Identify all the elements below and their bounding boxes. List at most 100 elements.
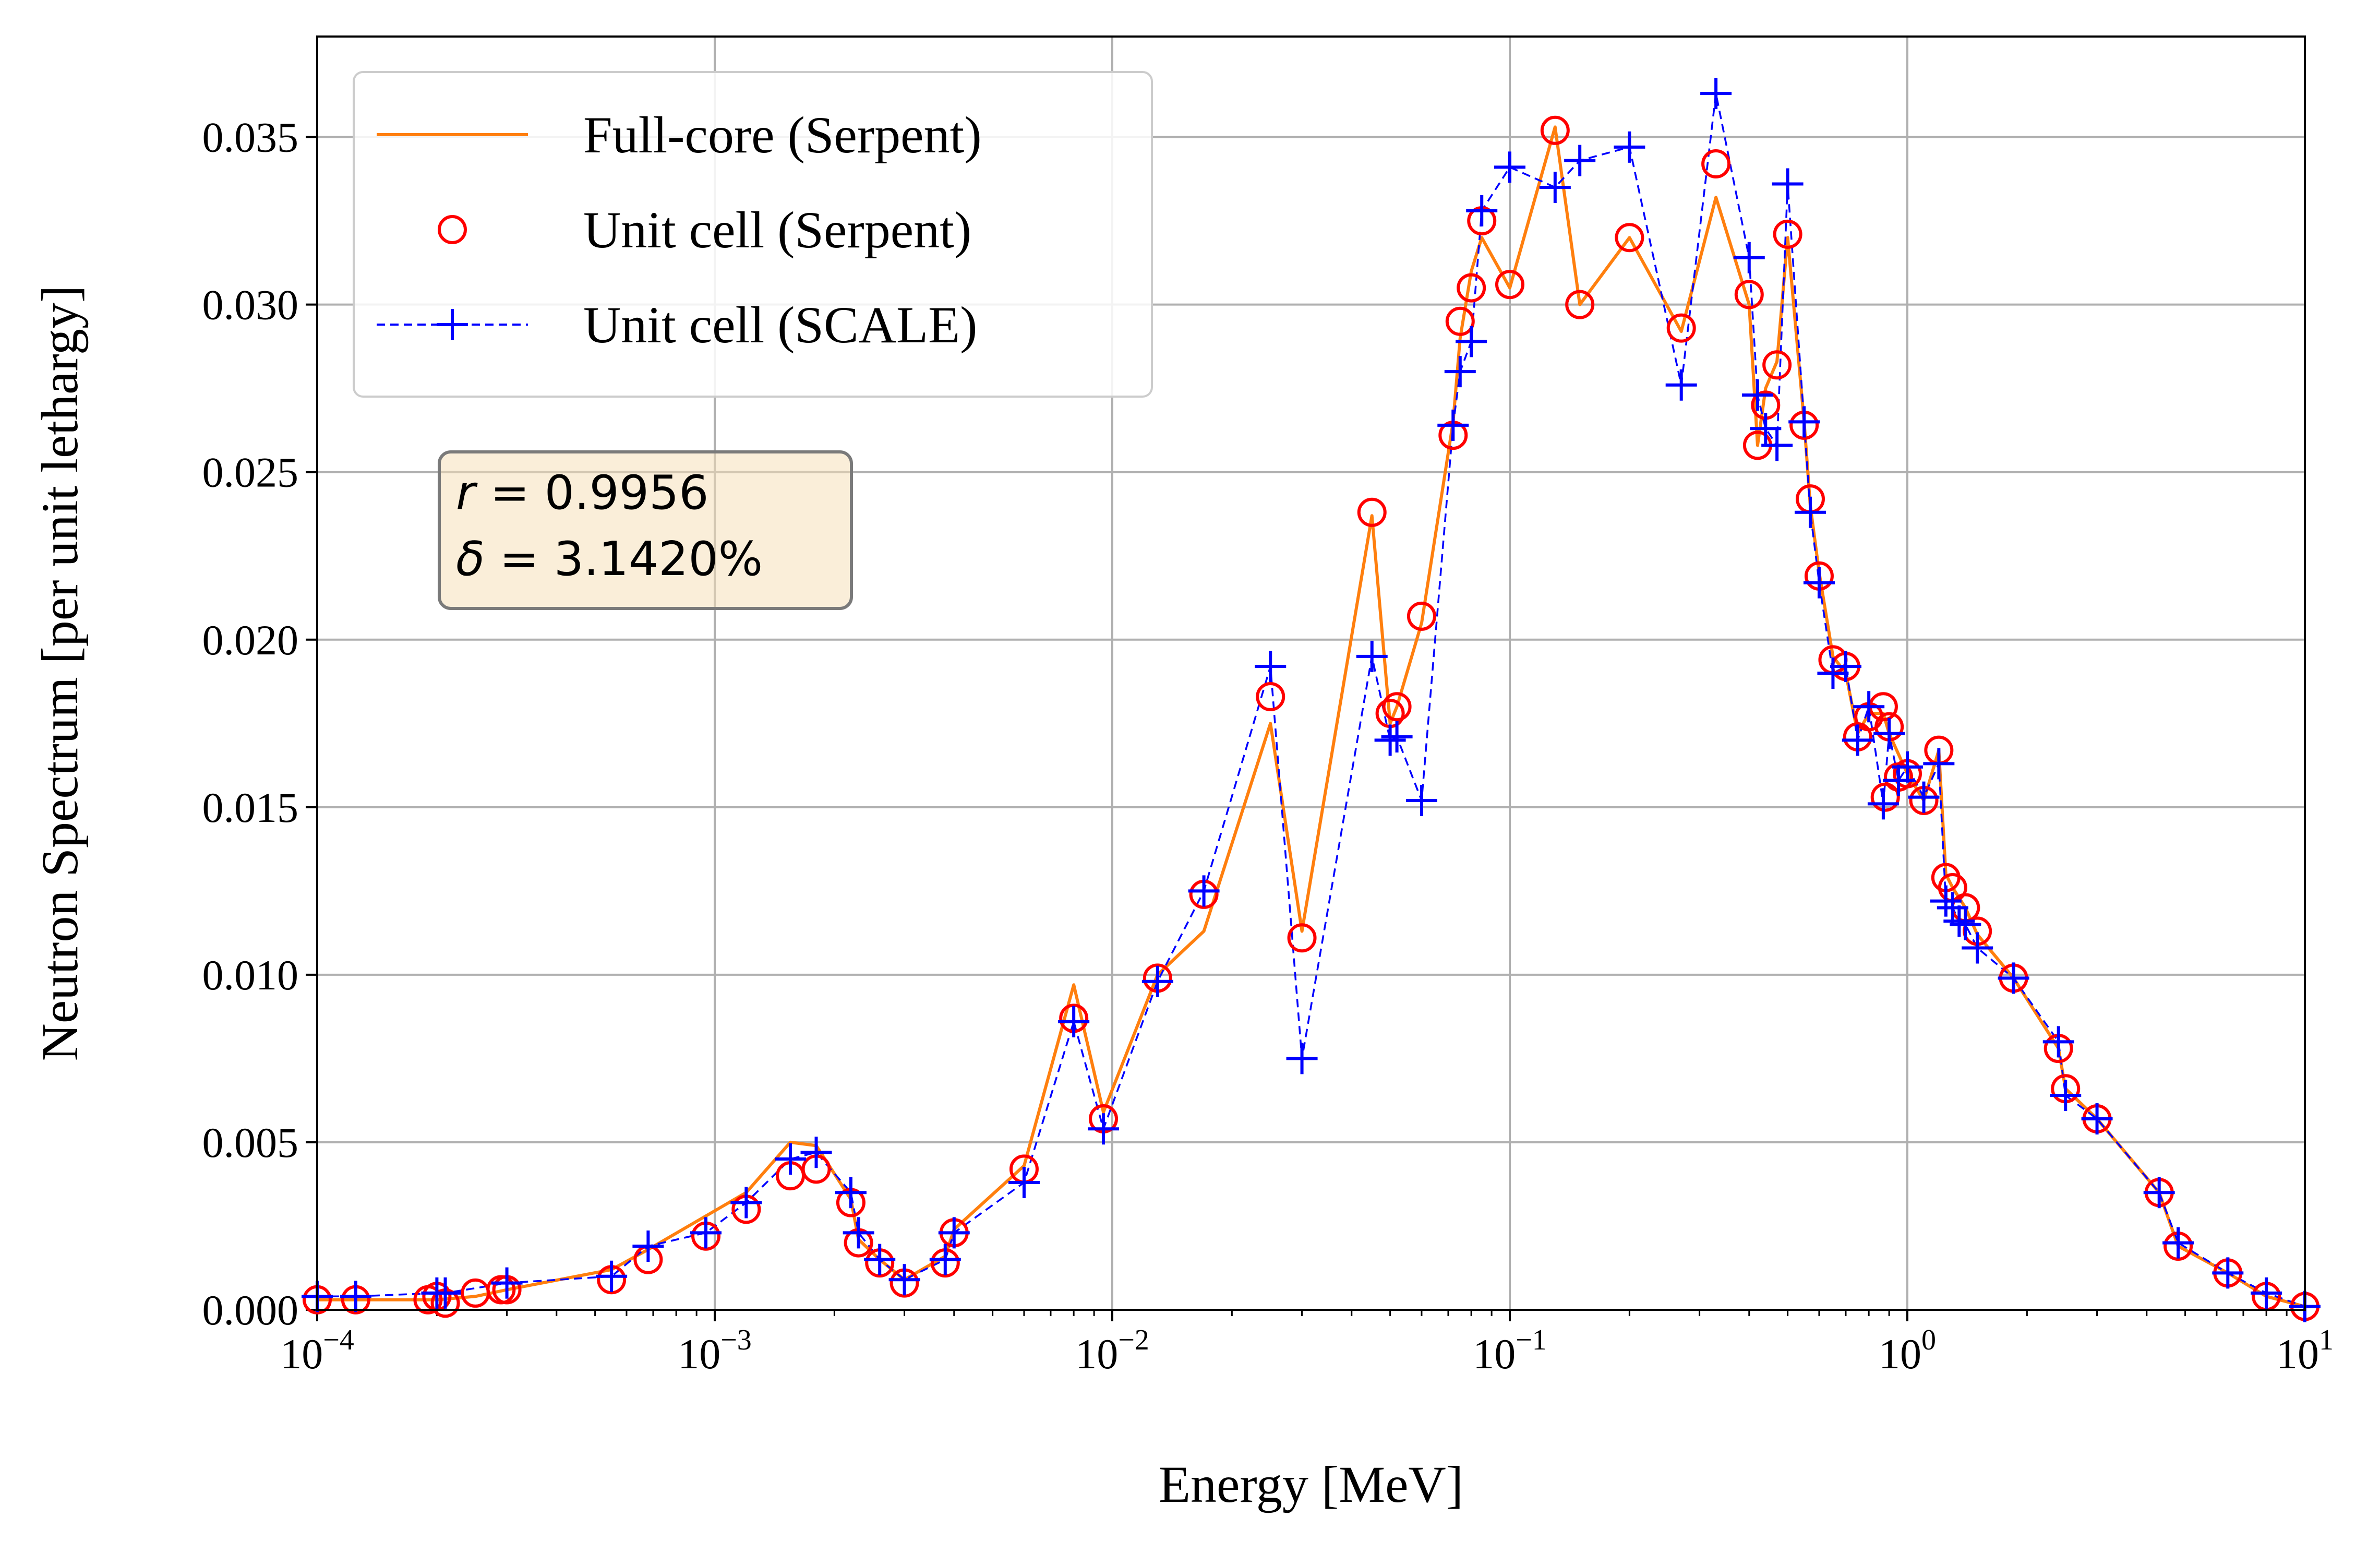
point-unit-cell-scale	[2212, 1257, 2244, 1289]
x-tick-label: 100	[1879, 1324, 1936, 1378]
point-unit-cell-scale	[843, 1217, 874, 1249]
y-tick-label: 0.035	[202, 114, 299, 161]
point-unit-cell-scale	[596, 1260, 628, 1292]
stats-annotation: r = 0.9956 δ = 3.1420%	[438, 450, 853, 610]
point-unit-cell-scale	[1741, 379, 1773, 411]
point-unit-cell-scale	[1950, 909, 1981, 940]
y-tick-label: 0.000	[202, 1286, 299, 1334]
y-tick-label: 0.020	[202, 616, 299, 664]
y-axis-label: Neutron Spectrum [per unit lethargy]	[31, 285, 89, 1061]
point-unit-cell-scale	[1853, 691, 1885, 723]
point-unit-cell-scale	[1255, 651, 1287, 683]
point-unit-cell-scale	[1456, 326, 1487, 357]
point-unit-cell-scale	[1188, 875, 1220, 907]
y-tick-label: 0.005	[202, 1119, 299, 1166]
point-unit-cell-scale	[1564, 145, 1596, 176]
legend-frame	[353, 71, 1153, 398]
series-line-unit-cell-scale	[317, 93, 2305, 1308]
point-unit-cell-serpent	[1540, 115, 1570, 145]
point-unit-cell-scale	[730, 1187, 762, 1219]
point-unit-cell-serpent	[1445, 306, 1475, 336]
legend-label-unit-cell-scale: Unit cell (SCALE)	[583, 296, 977, 354]
point-unit-cell-serpent	[1407, 601, 1436, 631]
point-unit-cell-scale	[2042, 1026, 2074, 1058]
point-unit-cell-serpent	[1615, 223, 1644, 253]
point-unit-cell-scale	[938, 1217, 970, 1249]
point-unit-cell-scale	[2081, 1103, 2113, 1134]
point-unit-cell-scale	[1008, 1167, 1040, 1198]
point-unit-cell-serpent	[1495, 270, 1524, 300]
point-unit-cell-scale	[340, 1281, 371, 1312]
point-unit-cell-scale	[1733, 242, 1765, 273]
legend-label-unit-cell-serpent: Unit cell (Serpent)	[583, 201, 971, 259]
legend-marker-unit-cell-scale	[437, 309, 468, 340]
point-unit-cell-scale	[1750, 413, 1782, 445]
point-unit-cell-scale	[1794, 496, 1826, 528]
x-tick-label: 10−2	[1075, 1324, 1149, 1378]
point-unit-cell-scale	[929, 1244, 961, 1275]
point-unit-cell-scale	[1466, 195, 1498, 226]
point-unit-cell-scale	[1356, 640, 1388, 672]
point-unit-cell-scale	[2050, 1080, 2082, 1112]
point-unit-cell-scale	[864, 1244, 896, 1275]
point-unit-cell-scale	[1842, 724, 1873, 756]
legend-label-full-core: Full-core (Serpent)	[583, 106, 982, 164]
point-unit-cell-scale	[1943, 905, 1975, 937]
point-unit-cell-serpent	[1287, 923, 1317, 953]
x-tick-label: 10−1	[1473, 1324, 1547, 1378]
point-unit-cell-scale	[1788, 406, 1820, 438]
point-unit-cell-scale	[1700, 78, 1732, 110]
plot-frame	[316, 35, 2306, 1311]
x-tick-label: 101	[2276, 1324, 2334, 1378]
point-unit-cell-scale	[1405, 785, 1437, 816]
legend: Full-core (Serpent) Unit cell (Serpent) …	[353, 71, 1153, 398]
point-unit-cell-scale	[2251, 1277, 2282, 1309]
point-unit-cell-scale	[1908, 781, 1940, 813]
point-unit-cell-scale	[1892, 751, 1923, 783]
point-unit-cell-serpent	[1762, 350, 1792, 380]
point-unit-cell-serpent	[1565, 290, 1595, 319]
tick-labels: 10−4 10−3 10−2 10−1 100 101 0.000 0.005 0.010 0.0…	[202, 114, 2334, 1378]
x-tick-label: 10−3	[678, 1324, 752, 1378]
point-unit-cell-scale	[1494, 151, 1525, 183]
point-unit-cell-scale	[1286, 1043, 1318, 1074]
point-unit-cell-scale	[1830, 651, 1861, 683]
point-unit-cell-scale	[690, 1217, 722, 1249]
y-tick-label: 0.030	[202, 281, 299, 329]
point-unit-cell-scale	[1141, 965, 1173, 997]
y-tick-label: 0.015	[202, 784, 299, 831]
point-unit-cell-scale	[1803, 567, 1835, 599]
stats-box	[438, 450, 853, 610]
point-unit-cell-scale	[1867, 788, 1899, 820]
point-unit-cell-scale	[800, 1137, 832, 1168]
point-unit-cell-scale	[1923, 748, 1955, 780]
point-unit-cell-serpent	[1666, 313, 1696, 343]
point-unit-cell-scale	[429, 1277, 461, 1309]
stats-delta: δ = 3.1420%	[456, 532, 763, 587]
point-unit-cell-serpent	[1701, 149, 1731, 178]
point-unit-cell-scale	[1772, 168, 1804, 200]
point-unit-cell-serpent	[1457, 273, 1486, 303]
point-unit-cell-scale	[1883, 764, 1915, 796]
x-tick-label: 10−4	[280, 1324, 354, 1378]
point-unit-cell-scale	[1381, 721, 1413, 752]
point-unit-cell-scale	[2143, 1177, 2175, 1209]
legend-swatch-unit-cell-serpent	[438, 215, 467, 244]
stats-r: r = 0.9956	[456, 465, 709, 520]
point-unit-cell-scale	[775, 1143, 807, 1175]
point-unit-cell-scale	[1873, 718, 1905, 749]
point-unit-cell-scale	[1088, 1113, 1120, 1145]
point-unit-cell-scale	[1962, 932, 1993, 964]
point-unit-cell-scale	[1437, 409, 1469, 441]
point-unit-cell-serpent	[1773, 219, 1802, 249]
point-unit-cell-scale	[835, 1177, 867, 1209]
point-unit-cell-serpent	[1382, 692, 1412, 722]
point-unit-cell-scale	[491, 1267, 523, 1299]
point-unit-cell-scale	[1539, 171, 1571, 203]
point-unit-cell-scale	[1058, 1006, 1090, 1037]
point-unit-cell-scale	[2162, 1227, 2194, 1259]
point-unit-cell-scale	[632, 1231, 664, 1262]
y-tick-label: 0.025	[202, 449, 299, 496]
point-unit-cell-scale	[1761, 429, 1793, 461]
point-unit-cell-serpent	[1357, 497, 1387, 527]
